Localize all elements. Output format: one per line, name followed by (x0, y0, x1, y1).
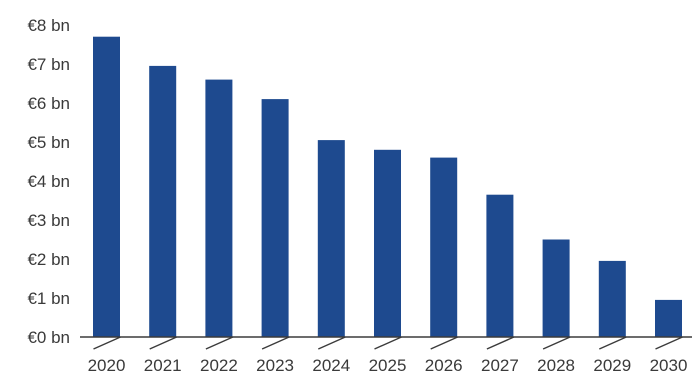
bar-2025 (374, 149, 401, 337)
x-tick-label: 2029 (593, 356, 631, 375)
x-tick-label: 2025 (369, 356, 407, 375)
y-tick-label: €1 bn (27, 289, 70, 308)
y-axis-ticks: €0 bn €1 bn €2 bn €3 bn €4 bn €5 bn €6 bn €7 bn… (27, 16, 70, 347)
x-tick-label: 2030 (650, 356, 688, 375)
x-tick-mark (149, 336, 177, 350)
bar-2021 (149, 65, 177, 338)
x-tick-mark (430, 336, 458, 350)
y-tick-label: €5 bn (27, 133, 70, 152)
x-tick-label: 2024 (312, 356, 350, 375)
x-tick-mark (542, 336, 571, 350)
x-tick-mark (599, 336, 627, 350)
bar-2030 (655, 299, 682, 337)
bar-2022 (205, 79, 233, 337)
y-tick-label: €3 bn (27, 211, 70, 230)
x-tick-mark (486, 336, 515, 350)
x-tick-label: 2028 (537, 356, 575, 375)
y-tick-label: €4 bn (27, 172, 70, 191)
x-tick-mark (374, 336, 402, 350)
x-tick-mark (261, 336, 290, 350)
x-tick-mark (93, 336, 121, 350)
bar-2027 (486, 194, 514, 337)
bar-2020 (93, 36, 120, 337)
bar-2024 (317, 140, 345, 337)
x-tick-mark (655, 336, 683, 350)
y-tick-label: €6 bn (27, 94, 70, 113)
y-tick-label: €0 bn (27, 328, 70, 347)
bar-2028 (542, 239, 570, 337)
x-tick-mark (318, 336, 346, 350)
bar-2029 (598, 260, 626, 337)
y-tick-label: €2 bn (27, 250, 70, 269)
x-tick-label: 2020 (88, 356, 126, 375)
x-tick-mark (205, 336, 234, 350)
bar-2023 (261, 99, 289, 337)
y-tick-label: €7 bn (27, 55, 70, 74)
y-tick-label: €8 bn (27, 16, 70, 35)
x-tick-label: 2023 (256, 356, 294, 375)
bar-2026 (430, 157, 458, 337)
x-tick-label: 2027 (481, 356, 519, 375)
x-axis-ticks: 2020 2021 2022 2023 2024 2025 2026 2027 2028 2029… (88, 336, 688, 375)
x-tick-label: 2022 (200, 356, 238, 375)
x-tick-label: 2026 (425, 356, 463, 375)
bars (93, 36, 682, 338)
x-tick-label: 2021 (144, 356, 182, 375)
